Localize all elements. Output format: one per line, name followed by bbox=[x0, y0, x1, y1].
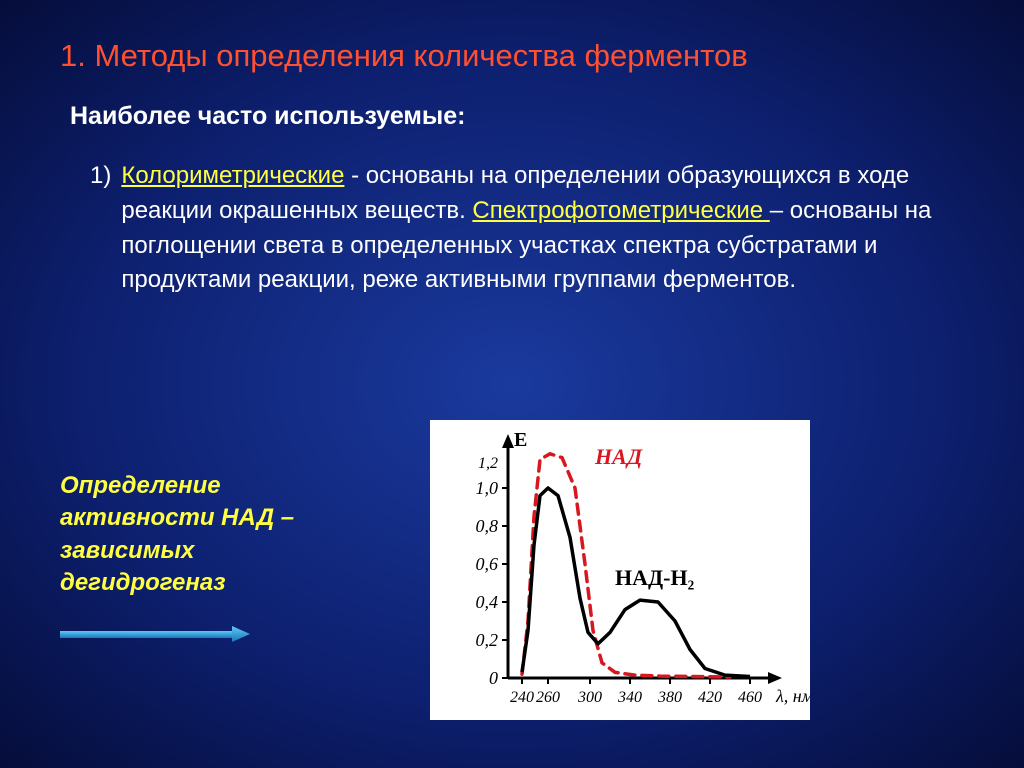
svg-text:НАД-H₂: НАД-H₂ bbox=[615, 565, 695, 590]
slide: 1. Методы определения количества фермент… bbox=[0, 0, 1024, 318]
body-text: 1) Колориметрические - основаны на опред… bbox=[90, 159, 964, 298]
svg-text:1,2: 1,2 bbox=[478, 455, 498, 472]
svg-text:0,6: 0,6 bbox=[476, 554, 499, 574]
slide-subtitle: Наиболее часто используемые: bbox=[70, 102, 964, 131]
arrow-icon bbox=[60, 626, 250, 642]
svg-text:0: 0 bbox=[489, 668, 498, 688]
svg-text:НАД: НАД bbox=[594, 444, 643, 469]
chart-svg: 0 0,2 0,4 0,6 0,8 1,0 E 1,2 240260 300 340 380 420 46… bbox=[430, 420, 810, 720]
svg-text:0,4: 0,4 bbox=[476, 592, 499, 612]
svg-text:E: E bbox=[514, 429, 527, 451]
caption-line: активности НАД – bbox=[60, 502, 390, 534]
svg-text:240: 240 bbox=[510, 689, 534, 706]
chart-caption: Определение активности НАД – зависимых д… bbox=[60, 470, 390, 600]
svg-text:1,0: 1,0 bbox=[476, 478, 499, 498]
svg-text:460: 460 bbox=[738, 689, 762, 706]
list-text: Колориметрические - основаны на определе… bbox=[121, 159, 964, 298]
svg-text:0,8: 0,8 bbox=[476, 516, 499, 536]
svg-text:380: 380 bbox=[657, 689, 682, 706]
caption-block: Определение активности НАД – зависимых д… bbox=[60, 470, 390, 647]
list-item: 1) Колориметрические - основаны на опред… bbox=[90, 159, 964, 298]
list-number: 1) bbox=[90, 159, 111, 298]
spectrum-chart: 0 0,2 0,4 0,6 0,8 1,0 E 1,2 240260 300 340 380 420 46… bbox=[430, 420, 810, 720]
caption-line: Определение bbox=[60, 470, 390, 502]
caption-line: дегидрогеназ bbox=[60, 567, 390, 599]
term-spectrophotometric: Спектрофотометрические bbox=[472, 197, 769, 224]
svg-text:420: 420 bbox=[698, 689, 722, 706]
term-colorimetric: Колориметрические bbox=[121, 162, 344, 189]
slide-title: 1. Методы определения количества фермент… bbox=[60, 38, 964, 74]
svg-text:340: 340 bbox=[617, 689, 642, 706]
svg-text:300: 300 bbox=[577, 689, 602, 706]
svg-text:0,2: 0,2 bbox=[476, 630, 499, 650]
caption-line: зависимых bbox=[60, 535, 390, 567]
svg-text:λ, нм: λ, нм bbox=[775, 686, 810, 706]
svg-text:260: 260 bbox=[536, 689, 560, 706]
